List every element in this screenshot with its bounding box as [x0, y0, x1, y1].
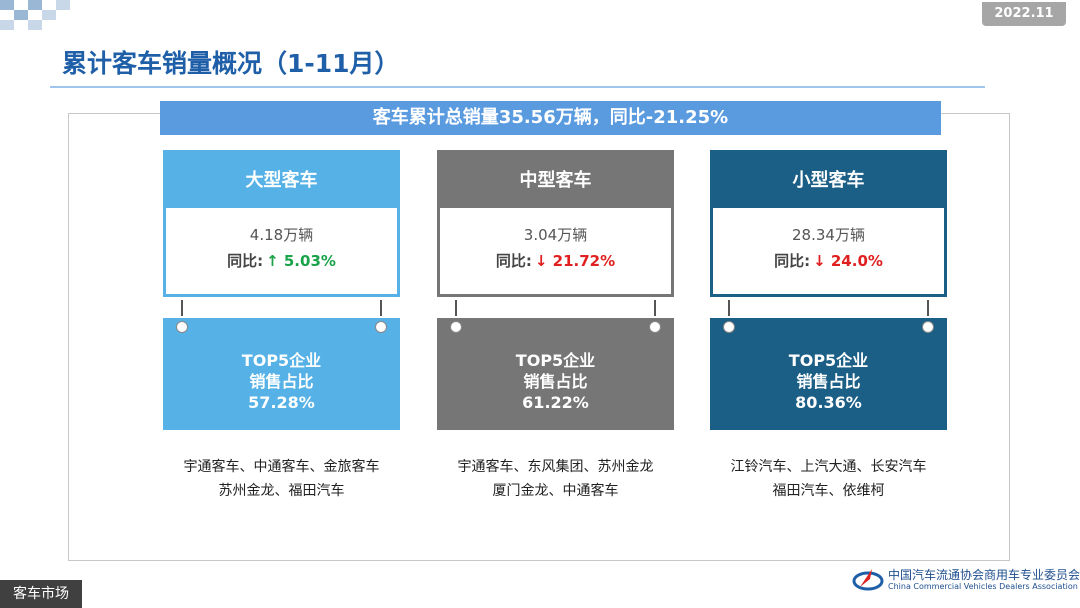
decoration [28, 20, 42, 30]
company-line: 宇通客车、中通客车、金旅客车 [183, 459, 380, 475]
yoy-value: ↓ 21.72% [534, 252, 616, 270]
pin [922, 321, 934, 333]
card-body: 3.04万辆同比: ↓ 21.72% [437, 208, 674, 297]
decoration [42, 10, 56, 20]
slide-title: 累计客车销量概况（1-11月） [62, 49, 400, 78]
card-header: 大型客车 [163, 150, 400, 208]
sales: 28.34万辆 [792, 226, 865, 244]
pin [723, 321, 735, 333]
card-header: 小型客车 [710, 150, 947, 208]
decoration [28, 0, 42, 10]
sales: 4.18万辆 [249, 226, 314, 244]
decoration [14, 10, 28, 20]
summary-banner: 客车累计总销量35.56万辆，同比-21.25% [160, 101, 941, 135]
share-value: 57.28% [248, 393, 315, 412]
date-badge: 2022.11 [982, 2, 1066, 26]
connector [380, 300, 382, 316]
share-box: TOP5企业 销售占比 57.28% [163, 318, 400, 430]
yoy-row: 同比: ↑ 5.03% [166, 248, 397, 274]
connector [728, 300, 730, 316]
company-line: 江铃汽车、上汽大通、长安汽车 [730, 459, 927, 475]
company-line: 福田汽车、依维柯 [772, 483, 885, 499]
yoy-value: ↓ 24.0% [813, 252, 883, 270]
yoy-label: 同比: [495, 252, 532, 270]
connector [181, 300, 183, 316]
share-label: 销售占比 [249, 372, 314, 391]
card-header: 中型客车 [437, 150, 674, 208]
company-list: 江铃汽车、上汽大通、长安汽车 福田汽车、依维柯 [690, 455, 967, 503]
company-list: 宇通客车、中通客车、金旅客车 苏州金龙、福田汽车 [143, 455, 420, 503]
org-logo [852, 569, 884, 591]
org-name-en: China Commercial Vehicles Dealers Associ… [888, 582, 1078, 591]
share-box: TOP5企业 销售占比 80.36% [710, 318, 947, 430]
top5-label: TOP5企业 [515, 351, 596, 370]
yoy-value: ↑ 5.03% [266, 252, 336, 270]
logo-ring [852, 571, 884, 591]
connector [927, 300, 929, 316]
card-body: 4.18万辆同比: ↑ 5.03% [163, 208, 400, 297]
yoy-row: 同比: ↓ 24.0% [713, 248, 944, 274]
company-line: 厦门金龙、中通客车 [492, 483, 619, 499]
company-list: 宇通客车、东风集团、苏州金龙 厦门金龙、中通客车 [417, 455, 694, 503]
card-body: 28.34万辆同比: ↓ 24.0% [710, 208, 947, 297]
connector [455, 300, 457, 316]
title-rule [50, 86, 985, 88]
sales: 3.04万辆 [523, 226, 588, 244]
org-name: 中国汽车流通协会商用车专业委员会 [888, 568, 1080, 582]
top5-label: TOP5企业 [788, 351, 869, 370]
company-line: 宇通客车、东风集团、苏州金龙 [457, 459, 654, 475]
decoration [56, 0, 70, 10]
decoration [0, 0, 14, 10]
top5-label: TOP5企业 [241, 351, 322, 370]
share-box: TOP5企业 销售占比 61.22% [437, 318, 674, 430]
pin [176, 321, 188, 333]
yoy-row: 同比: ↓ 21.72% [440, 248, 671, 274]
share-value: 61.22% [522, 393, 589, 412]
pin [649, 321, 661, 333]
pin [450, 321, 462, 333]
yoy-label: 同比: [774, 252, 811, 270]
share-label: 销售占比 [796, 372, 861, 391]
section-label: 客车市场 [0, 580, 82, 608]
share-label: 销售占比 [523, 372, 588, 391]
logo-mark [860, 569, 872, 587]
company-line: 苏州金龙、福田汽车 [218, 483, 345, 499]
decoration [0, 20, 14, 30]
share-value: 80.36% [795, 393, 862, 412]
yoy-label: 同比: [227, 252, 264, 270]
pin [375, 321, 387, 333]
connector [654, 300, 656, 316]
